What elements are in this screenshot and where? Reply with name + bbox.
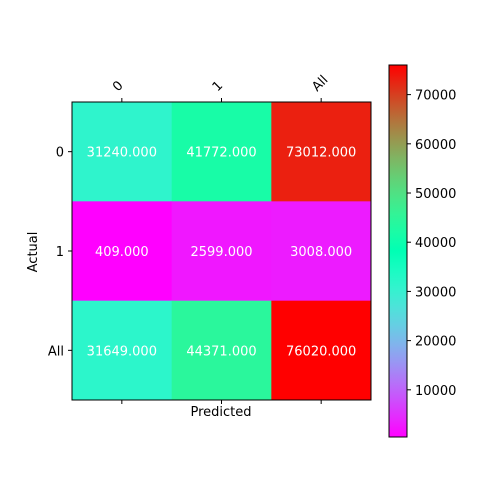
colorbar-tick-label: 60000 [415, 138, 456, 153]
cell-value-label: 2599.000 [190, 245, 252, 260]
cell-value-label: 31649.000 [87, 344, 157, 359]
x-tick-label: All [309, 73, 331, 95]
heatmap-cells [72, 102, 372, 401]
colorbar-gradient [388, 64, 408, 438]
cell-value-label: 41772.000 [186, 146, 256, 161]
colorbar-tick-label: 20000 [415, 335, 456, 350]
y-tick-label: 0 [56, 146, 64, 161]
heatmap-cell [171, 201, 272, 302]
colorbar-tick-label: 40000 [415, 236, 456, 251]
y-axis-label: Actual [26, 232, 41, 273]
colorbar-tick-label: 30000 [415, 285, 456, 300]
heatmap-cell [171, 300, 272, 401]
x-tick-label: 0 [110, 78, 126, 94]
heatmap-cell [271, 300, 372, 401]
x-axis-label: Predicted [190, 405, 251, 420]
cell-value-label: 44371.000 [186, 344, 256, 359]
cell-value-label: 3008.000 [290, 245, 352, 260]
heatmap-cell [171, 102, 272, 202]
x-tick-label: 1 [210, 78, 226, 94]
cell-value-label: 76020.000 [286, 344, 356, 359]
colorbar: 10000 20000 30000 40000 50000 60000 70000 [388, 64, 456, 438]
heatmap-cell [72, 300, 173, 401]
cell-value-label: 31240.000 [87, 146, 157, 161]
y-axis-ticks: 0 1 All [48, 146, 72, 359]
colorbar-tick-label: 70000 [415, 89, 456, 104]
heatmap-cell [271, 102, 372, 202]
heatmap-cell [72, 102, 173, 202]
cell-value-label: 409.000 [95, 245, 149, 260]
cell-value-labels: 31240.000 41772.000 73012.000 409.000 2599.0… [87, 146, 357, 360]
colorbar-tick-label: 50000 [415, 187, 456, 202]
y-tick-label: 1 [56, 245, 64, 260]
colorbar-tick-label: 10000 [415, 384, 456, 399]
heatmap-cell [72, 201, 173, 302]
y-tick-label: All [48, 344, 64, 359]
heatmap-cell [271, 201, 372, 302]
cell-value-label: 73012.000 [286, 146, 356, 161]
